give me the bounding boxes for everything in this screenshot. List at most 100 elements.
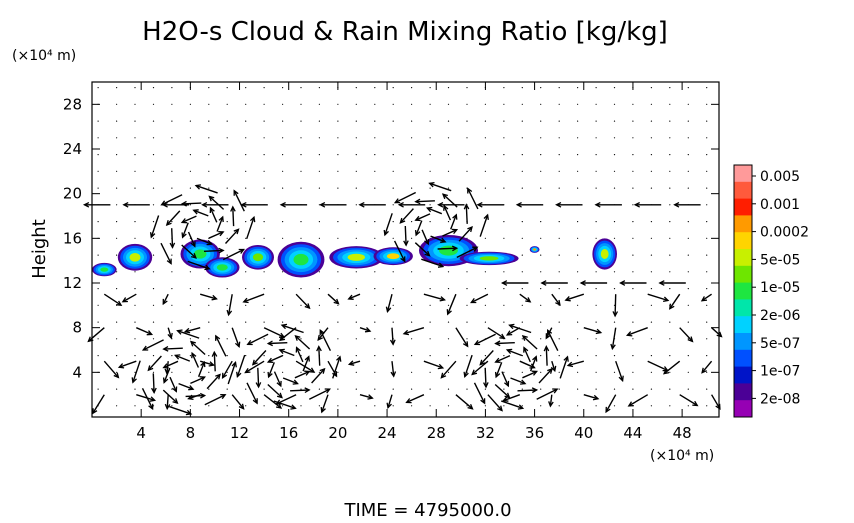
grid-dot	[411, 137, 413, 139]
grid-dot	[687, 87, 689, 89]
vortex-arrow-head	[505, 348, 513, 355]
vortex-arrow-head	[209, 206, 215, 214]
grid-dot	[374, 405, 376, 407]
grid-dot	[558, 338, 560, 340]
vortex-arrow-head	[251, 359, 258, 366]
flow-arrow-head	[550, 365, 557, 373]
grid-dot	[171, 355, 173, 357]
flow-arrow	[92, 394, 105, 414]
y-axis-label: Height	[29, 219, 50, 279]
grid-dot	[263, 304, 265, 306]
grid-dot	[466, 87, 468, 89]
grid-dot	[558, 388, 560, 390]
grid-dot	[392, 388, 394, 390]
jet-arrow-head	[633, 202, 640, 208]
flow-arrow-head	[364, 327, 372, 333]
grid-dot	[466, 388, 468, 390]
vortex-arrow	[506, 349, 523, 357]
cloud-contour	[533, 248, 537, 251]
flow-arrow-head	[113, 372, 120, 379]
grid-dot	[355, 355, 357, 357]
grid-dot	[447, 405, 450, 407]
grid-dot	[595, 137, 597, 139]
grid-dot	[411, 154, 413, 156]
vortex-arrow-head	[304, 355, 310, 362]
grid-dot	[503, 355, 505, 357]
vortex-arrow-head	[176, 329, 183, 335]
vortex-arrow-head	[319, 367, 326, 374]
grid-dot	[558, 170, 560, 172]
vortex-arrow-head	[463, 203, 470, 210]
grid-dot	[650, 221, 653, 223]
grid-dot	[447, 321, 450, 323]
flow-arrow	[455, 327, 469, 347]
flow-arrow-head	[701, 367, 707, 374]
grid-dot	[577, 170, 579, 172]
vortex-arrow	[427, 207, 443, 215]
grid-dot	[189, 137, 191, 139]
grid-dot	[687, 120, 689, 122]
flow-arrow-head	[627, 401, 634, 407]
grid-dot	[337, 288, 339, 290]
grid-dot	[392, 154, 394, 156]
grid-dot	[189, 154, 191, 156]
grid-dot	[484, 288, 486, 290]
vortex-arrow	[182, 202, 202, 205]
grid-dot	[374, 187, 376, 189]
grid-dot	[540, 405, 542, 407]
grid-dot	[632, 221, 634, 223]
grid-dot	[669, 120, 671, 122]
vortex-arrow-head	[531, 387, 539, 394]
vortex-arrow	[169, 376, 177, 392]
grid-dot	[595, 170, 597, 172]
flow-arrow-head	[470, 298, 477, 304]
grid-dot	[116, 254, 118, 256]
grid-dot	[466, 338, 468, 340]
grid-dot	[392, 321, 394, 323]
grid-dot	[558, 87, 560, 89]
vortex-arrow	[204, 394, 226, 406]
x-tick-label: 48	[673, 424, 692, 442]
vortex-arrow	[559, 356, 569, 379]
grid-dot	[300, 304, 302, 306]
colorbar-swatch	[734, 198, 752, 216]
vortex-arrow	[190, 376, 205, 385]
grid-dot	[263, 137, 265, 139]
vortex-arrow	[181, 222, 189, 238]
vortex-arrow-head	[467, 226, 473, 233]
grid-dot	[355, 120, 357, 122]
grid-dot	[171, 120, 173, 122]
colorbar-swatch	[734, 299, 752, 317]
vortex-arrow-head	[169, 242, 176, 249]
flow-arrow-head	[389, 339, 396, 346]
grid-dot	[300, 338, 302, 340]
grid-dot	[189, 120, 191, 122]
grid-dot	[558, 103, 560, 105]
flow-arrow-head	[669, 303, 675, 310]
grid-dot	[171, 103, 173, 105]
flow-arrow	[118, 360, 137, 368]
grid-dot	[687, 271, 689, 273]
vortex-arrow-head	[280, 323, 288, 330]
grid-dot	[263, 221, 265, 223]
grid-dot	[595, 103, 597, 105]
grid-dot	[669, 137, 671, 139]
grid-dot	[263, 187, 265, 189]
vortex-arrow	[169, 405, 192, 415]
grid-dot	[429, 221, 431, 223]
vortex-arrow-head	[319, 329, 325, 336]
flow-arrow-head	[716, 331, 723, 338]
grid-dot	[577, 221, 579, 223]
vortex-arrow-head	[148, 403, 154, 411]
grid-dot	[484, 137, 486, 139]
vortex-arrow	[495, 342, 515, 345]
flow-arrow-head	[595, 328, 603, 335]
grid-dot	[337, 388, 339, 390]
grid-dot	[392, 405, 394, 407]
grid-dot	[429, 388, 431, 390]
colorbar: 0.005 0.001 0.0002 5e-05 1e-05 2e-06 5e-07 1e-0…	[733, 164, 809, 418]
grid-dot	[411, 87, 413, 89]
grid-dot	[706, 271, 708, 273]
grid-dot	[411, 355, 413, 357]
cloud-contour	[293, 253, 309, 266]
